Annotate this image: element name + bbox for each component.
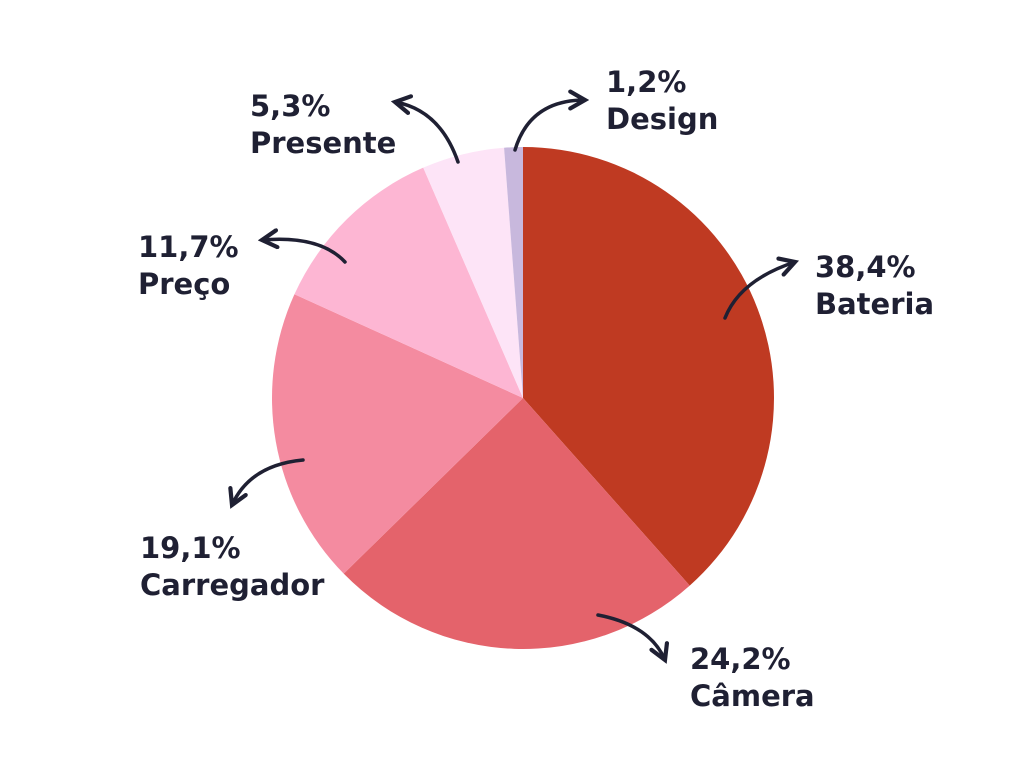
value-label: 1,2% (606, 65, 686, 99)
category-label: Preço (138, 267, 230, 301)
category-label: Carregador (140, 568, 325, 602)
arrow (513, 89, 590, 152)
arrow (596, 613, 670, 664)
slice (294, 167, 523, 398)
pie (272, 147, 774, 649)
arrow (257, 228, 347, 264)
slice (423, 147, 523, 398)
value-label: 38,4% (815, 250, 916, 284)
arrow (390, 94, 460, 164)
slice (343, 398, 690, 649)
slice (504, 147, 523, 398)
slice (523, 147, 774, 586)
slice (272, 294, 523, 574)
arrows (228, 89, 800, 664)
labels: 38,4%Bateria 24,2%Câmera 19,1%Carregador 11… (138, 65, 934, 713)
value-label: 19,1% (140, 531, 241, 565)
value-label: 24,2% (690, 642, 791, 676)
category-label: Câmera (690, 679, 815, 713)
value-label: 11,7% (138, 230, 239, 264)
category-label: Bateria (815, 287, 934, 321)
category-label: Presente (250, 126, 396, 160)
category-label: Design (606, 102, 718, 136)
value-label: 5,3% (250, 89, 330, 123)
arrow (228, 458, 305, 509)
arrow (723, 256, 800, 320)
